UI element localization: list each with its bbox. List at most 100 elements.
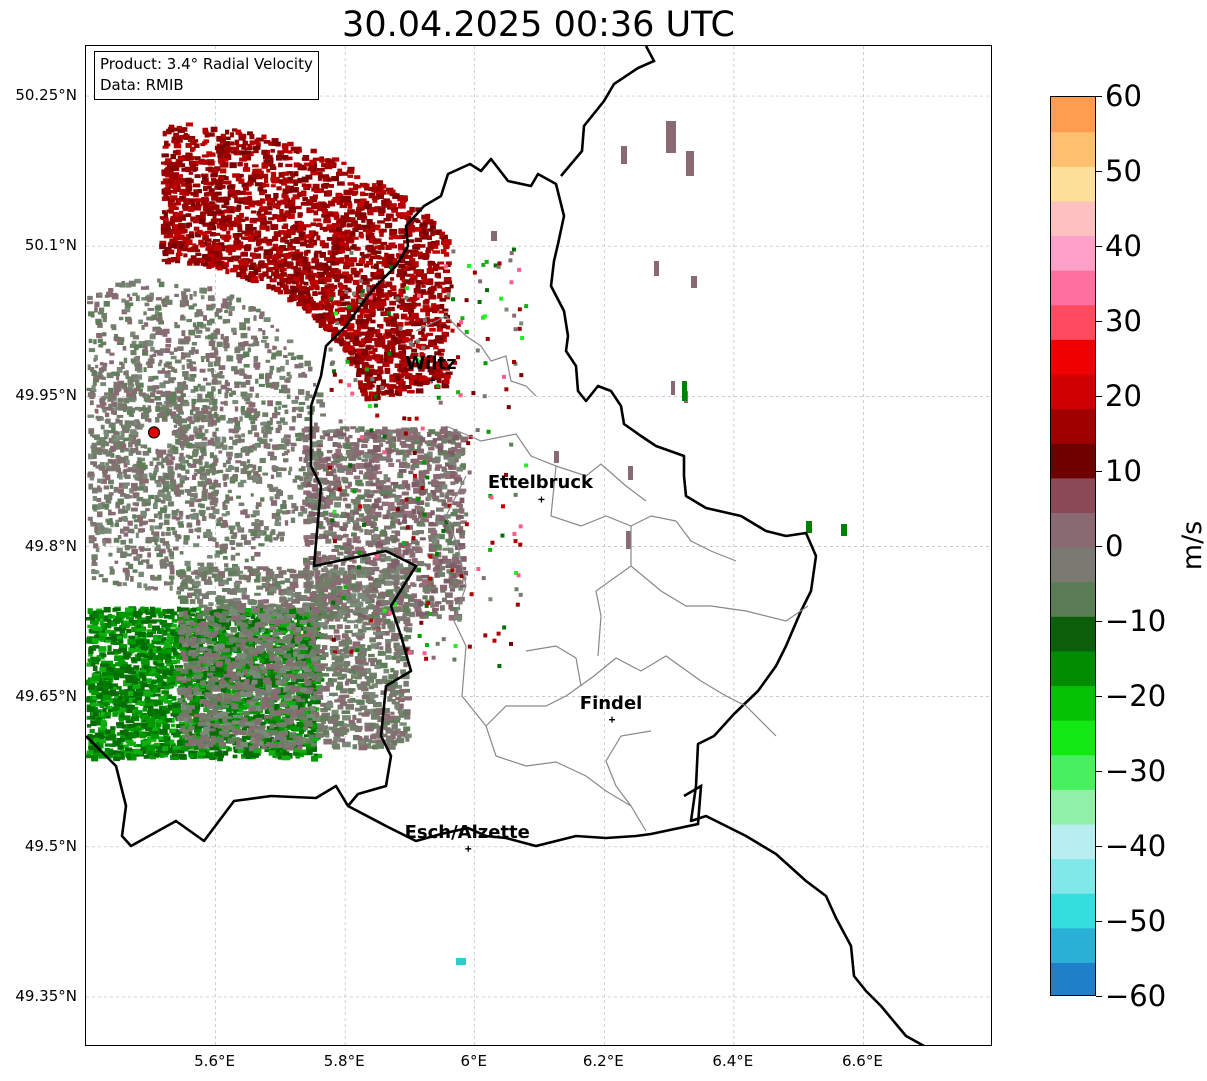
velocity-echo [179, 227, 185, 233]
velocity-echo [354, 363, 360, 369]
velocity-echo [178, 234, 185, 240]
velocity-echo [244, 245, 251, 252]
velocity-echo [400, 212, 406, 216]
velocity-echo [173, 347, 178, 352]
velocity-echo [211, 467, 216, 472]
velocity-echo [330, 461, 338, 466]
velocity-echo [426, 492, 433, 498]
velocity-echo [162, 145, 169, 149]
velocity-echo [364, 395, 372, 402]
velocity-echo [253, 253, 261, 259]
velocity-echo [292, 294, 299, 300]
velocity-echo [237, 200, 244, 204]
velocity-echo [134, 406, 141, 411]
velocity-echo [234, 420, 241, 426]
velocity-echo [171, 161, 180, 166]
velocity-echo [252, 443, 259, 448]
velocity-echo [88, 428, 95, 434]
velocity-echo [206, 470, 210, 476]
velocity-echo [372, 444, 381, 451]
velocity-echo [116, 376, 120, 381]
velocity-echo [135, 295, 140, 302]
velocity-echo [162, 480, 170, 487]
velocity-echo [331, 301, 338, 305]
velocity-echo [321, 477, 328, 484]
velocity-echo [117, 380, 125, 387]
velocity-echo [177, 404, 183, 409]
velocity-echo [346, 310, 352, 317]
velocity-echo [164, 246, 172, 252]
velocity-echo [376, 388, 382, 394]
velocity-echo [240, 405, 245, 411]
velocity-echo [187, 222, 192, 227]
velocity-echo [364, 529, 369, 536]
velocity-echo [231, 390, 237, 396]
velocity-echo [269, 417, 273, 423]
velocity-echo [95, 319, 102, 326]
velocity-echo [419, 537, 426, 541]
velocity-echo [277, 424, 282, 431]
velocity-echo [413, 382, 420, 386]
velocity-echo [236, 216, 242, 221]
velocity-echo [347, 345, 354, 351]
velocity-echo [399, 306, 406, 311]
velocity-echo [139, 388, 144, 392]
velocity-echo [172, 150, 179, 154]
velocity-echo [188, 233, 195, 239]
velocity-echo [407, 281, 415, 285]
velocity-echo [218, 196, 226, 203]
velocity-echo [271, 352, 277, 357]
velocity-echo [403, 279, 410, 284]
velocity-echo [409, 427, 417, 432]
velocity-echo [377, 245, 385, 250]
velocity-echo [402, 329, 410, 334]
velocity-echo [187, 464, 192, 468]
velocity-echo [326, 236, 335, 241]
velocity-echo [175, 488, 180, 493]
velocity-echo [117, 535, 122, 540]
velocity-echo [98, 574, 104, 578]
velocity-echo [337, 551, 344, 556]
velocity-echo [311, 203, 318, 210]
velocity-echo [350, 267, 357, 274]
velocity-echo [251, 475, 258, 481]
velocity-echo [87, 516, 93, 521]
map-area[interactable] [85, 45, 992, 1046]
velocity-echo [443, 239, 452, 245]
velocity-echo [115, 282, 121, 287]
velocity-echo [389, 203, 397, 208]
velocity-echo [169, 565, 175, 570]
velocity-echo [389, 501, 395, 506]
velocity-echo [271, 512, 277, 519]
velocity-echo [99, 448, 106, 453]
velocity-echo [360, 191, 366, 197]
velocity-echo [253, 362, 261, 368]
velocity-echo [439, 474, 445, 479]
velocity-echo [211, 194, 219, 201]
velocity-echo [388, 315, 393, 321]
velocity-echo [165, 520, 170, 526]
velocity-echo [241, 144, 247, 150]
velocity-echo [135, 355, 141, 360]
velocity-echo [127, 381, 134, 385]
velocity-echo [297, 291, 303, 296]
velocity-echo [327, 325, 333, 330]
velocity-echo [286, 394, 291, 400]
velocity-echo [245, 379, 251, 385]
velocity-echo [303, 373, 308, 378]
velocity-echo [326, 224, 333, 229]
velocity-echo [413, 287, 421, 294]
velocity-echo [248, 271, 254, 277]
velocity-echo [193, 472, 198, 477]
velocity-echo [411, 217, 417, 223]
velocity-echo [427, 241, 434, 247]
velocity-echo [178, 514, 183, 520]
velocity-echo [245, 374, 252, 379]
velocity-echo [171, 166, 180, 172]
velocity-echo [353, 273, 360, 278]
velocity-echo [323, 269, 329, 274]
velocity-echo [202, 178, 209, 184]
velocity-echo [391, 347, 396, 353]
velocity-echo [342, 497, 348, 502]
velocity-echo [163, 411, 171, 416]
